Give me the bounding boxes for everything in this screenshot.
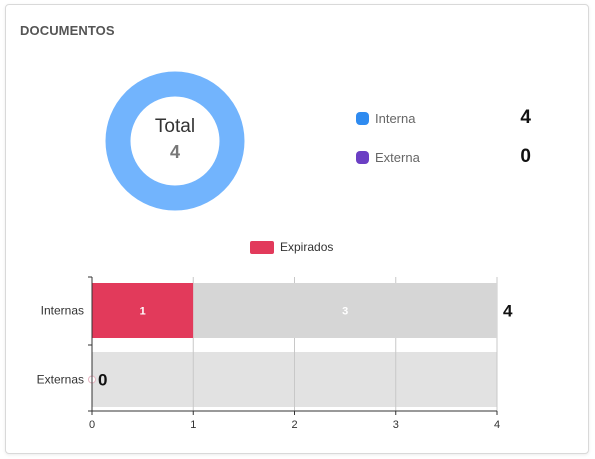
legend-value-interna: 4 — [520, 107, 531, 128]
donut-ring — [105, 71, 245, 211]
donut-total-label: Total — [154, 115, 196, 137]
legend-label-externa: Externa — [375, 149, 420, 165]
legend-dot-interna — [356, 111, 369, 125]
donut-center: Total 4 — [100, 66, 250, 216]
card-title: DOCUMENTOS — [20, 23, 115, 38]
documentos-card: DOCUMENTOS — [5, 4, 589, 454]
legend-item-externa[interactable]: Externa 0 — [356, 145, 531, 169]
donut-total-value: 4 — [169, 141, 180, 162]
bar-legend-swatch — [250, 240, 274, 254]
donut-ring-segment-interna[interactable] — [105, 71, 245, 211]
bar-legend-label: Expirados — [280, 240, 334, 254]
bar-chart-legend[interactable]: Expirados — [250, 237, 333, 257]
legend-value-externa: 0 — [520, 146, 531, 167]
donut-chart: Total 4 — [100, 66, 250, 216]
legend-label-interna: Interna — [375, 110, 416, 126]
legend-item-interna[interactable]: Interna 4 — [356, 106, 531, 130]
legend-dot-externa — [356, 150, 369, 164]
